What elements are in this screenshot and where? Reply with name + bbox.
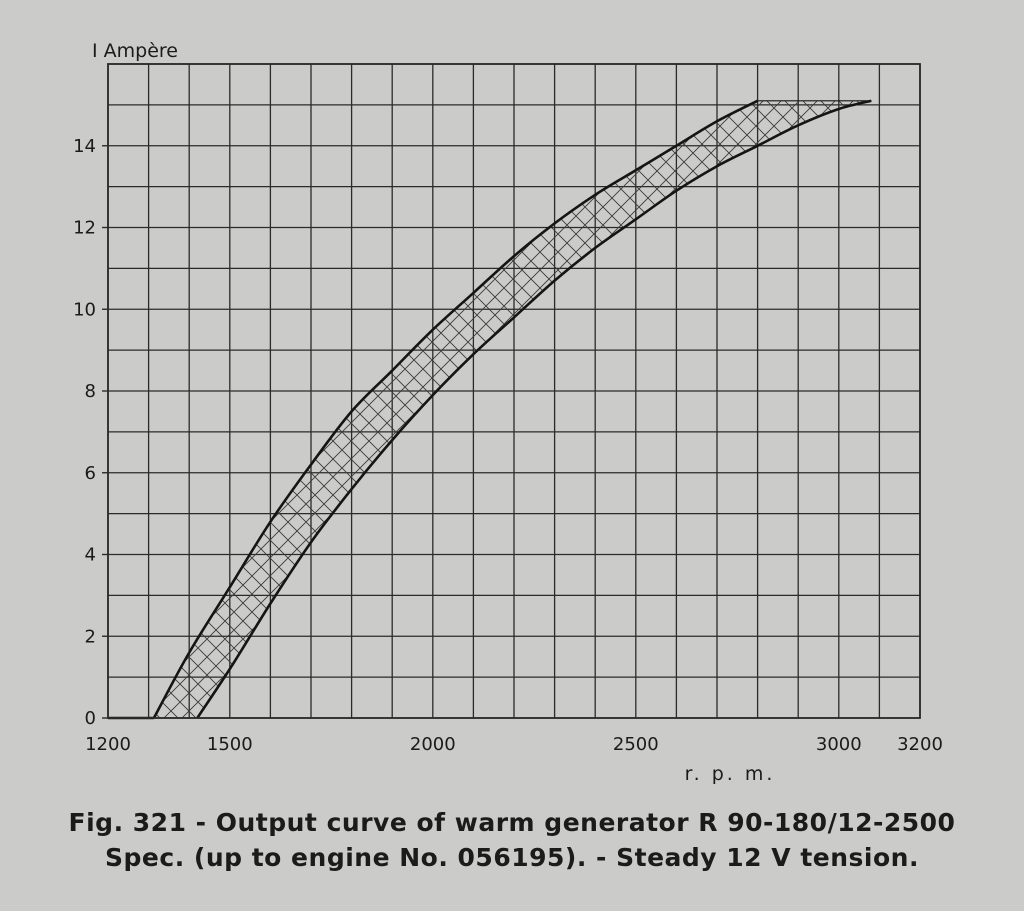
x-tick-label: 1200 [85, 734, 131, 755]
y-tick-label: 10 [73, 299, 96, 320]
y-tick-label: 12 [73, 218, 96, 239]
figure-title: Fig. 321 - Output curve of warm generato… [68, 808, 956, 837]
figure-subtitle: Spec. (up to engine No. 056195). - Stead… [105, 843, 919, 872]
y-axis-label: I Ampère [92, 40, 178, 62]
output-curve-chart: 0 2 4 6 8 10 12 14 1200 1500 2000 2500 3000 3200 I Am… [73, 40, 943, 785]
x-tick-label: 2500 [613, 734, 659, 755]
upper-bound-curve [152, 99, 759, 719]
x-tick-label: 1500 [207, 734, 253, 755]
x-axis-label: r. p. m. [685, 763, 776, 785]
lower-bound-curve [196, 99, 872, 719]
x-tick-label: 2000 [410, 734, 456, 755]
y-tick-label: 6 [85, 463, 96, 484]
y-tick-label: 14 [73, 136, 96, 157]
tolerance-band [153, 100, 872, 719]
tolerance-band-area [153, 100, 872, 719]
tick-labels: 0 2 4 6 8 10 12 14 1200 1500 2000 2500 3000 3200 [73, 136, 943, 755]
y-tick-label: 8 [85, 381, 96, 402]
x-tick-label: 3000 [816, 734, 862, 755]
x-tick-label: 3200 [897, 734, 943, 755]
y-tick-label: 4 [85, 545, 96, 566]
y-tick-label: 2 [85, 626, 96, 647]
y-tick-label: 0 [85, 708, 96, 729]
